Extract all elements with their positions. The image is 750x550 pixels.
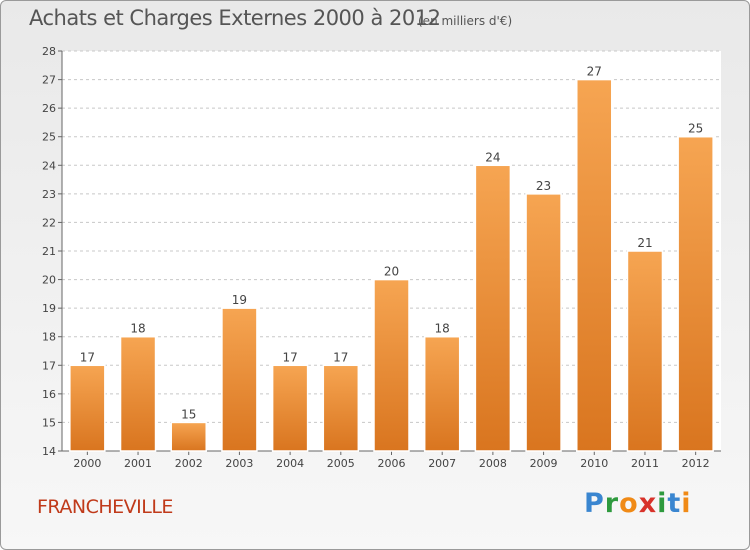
logo-letter: P [584, 488, 605, 519]
x-tick-label: 2007 [428, 457, 456, 470]
x-tick-label: 2012 [682, 457, 710, 470]
y-tick-label: 18 [42, 331, 56, 344]
y-tick-label: 17 [42, 359, 56, 372]
logo-letter: t [667, 488, 682, 519]
bar [626, 250, 664, 452]
logo-letter: o [619, 488, 639, 519]
y-tick-label: 23 [42, 188, 56, 201]
y-tick-label: 25 [42, 131, 56, 144]
x-tick-label: 2005 [327, 457, 355, 470]
x-tick-label: 2006 [378, 457, 406, 470]
y-tick-label: 19 [42, 302, 56, 315]
bar-value-label: 25 [688, 122, 703, 136]
bar [373, 278, 410, 452]
bar-value-label: 17 [80, 350, 95, 364]
x-tick-label: 2010 [580, 457, 608, 470]
x-tick-label: 2008 [479, 457, 507, 470]
x-tick-label: 2011 [631, 457, 659, 470]
bar-value-label: 19 [232, 293, 247, 307]
logo-letter: i [681, 488, 692, 519]
label-layer: 17 18 15 19 17 17 20 18 24 23 27 21 25 [80, 65, 704, 422]
x-tick-label: 2009 [530, 457, 558, 470]
logo-letter: r [604, 488, 620, 519]
y-tick-label: 24 [42, 159, 56, 172]
chart-subtitle: (en milliers d'€) [418, 14, 513, 28]
y-tick-label: 28 [42, 45, 56, 58]
bar [221, 307, 258, 452]
logo-letter: x [638, 488, 658, 519]
y-tick-label: 14 [42, 445, 56, 458]
bar [423, 335, 461, 452]
y-tick-label: 21 [42, 245, 56, 258]
bar [576, 78, 613, 452]
bar [525, 193, 562, 452]
x-tick-label: 2004 [276, 457, 304, 470]
bar-value-label: 24 [485, 150, 500, 164]
chart-title: Achats et Charges Externes 2000 à 2012 [29, 6, 441, 30]
bar-value-label: 23 [536, 179, 551, 193]
y-tick-label: 22 [42, 216, 56, 229]
bar-value-label: 18 [130, 322, 145, 336]
y-tick-label: 27 [42, 74, 56, 87]
bar [69, 364, 106, 452]
bar-value-label: 17 [282, 350, 297, 364]
axis-layer: 14 15 16 17 18 19 20 21 22 23 24 25 26 27 28 2000 2001 20… [42, 45, 721, 470]
bar-value-label: 21 [637, 236, 652, 250]
logo-letter: i [657, 488, 668, 519]
x-tick-label: 2001 [124, 457, 152, 470]
bar-value-label: 15 [181, 407, 196, 421]
y-tick-label: 15 [42, 416, 56, 429]
bar [677, 135, 714, 452]
bar-value-label: 20 [384, 265, 399, 279]
bar [119, 335, 157, 452]
y-tick-label: 20 [42, 274, 56, 287]
x-tick-label: 2000 [73, 457, 101, 470]
x-tick-label: 2003 [225, 457, 253, 470]
x-tick-label: 2002 [175, 457, 203, 470]
bar [271, 364, 309, 452]
y-tick-label: 16 [42, 388, 56, 401]
location-label: FRANCHEVILLE [37, 496, 173, 518]
bar [474, 164, 512, 452]
bar-value-label: 27 [587, 65, 602, 79]
bar [322, 364, 360, 452]
y-tick-label: 26 [42, 102, 56, 115]
bar-value-label: 17 [333, 350, 348, 364]
bar-value-label: 18 [435, 322, 450, 336]
proxiti-logo: Proxiti [584, 488, 692, 519]
bar-layer [69, 78, 714, 452]
bar [170, 421, 207, 452]
